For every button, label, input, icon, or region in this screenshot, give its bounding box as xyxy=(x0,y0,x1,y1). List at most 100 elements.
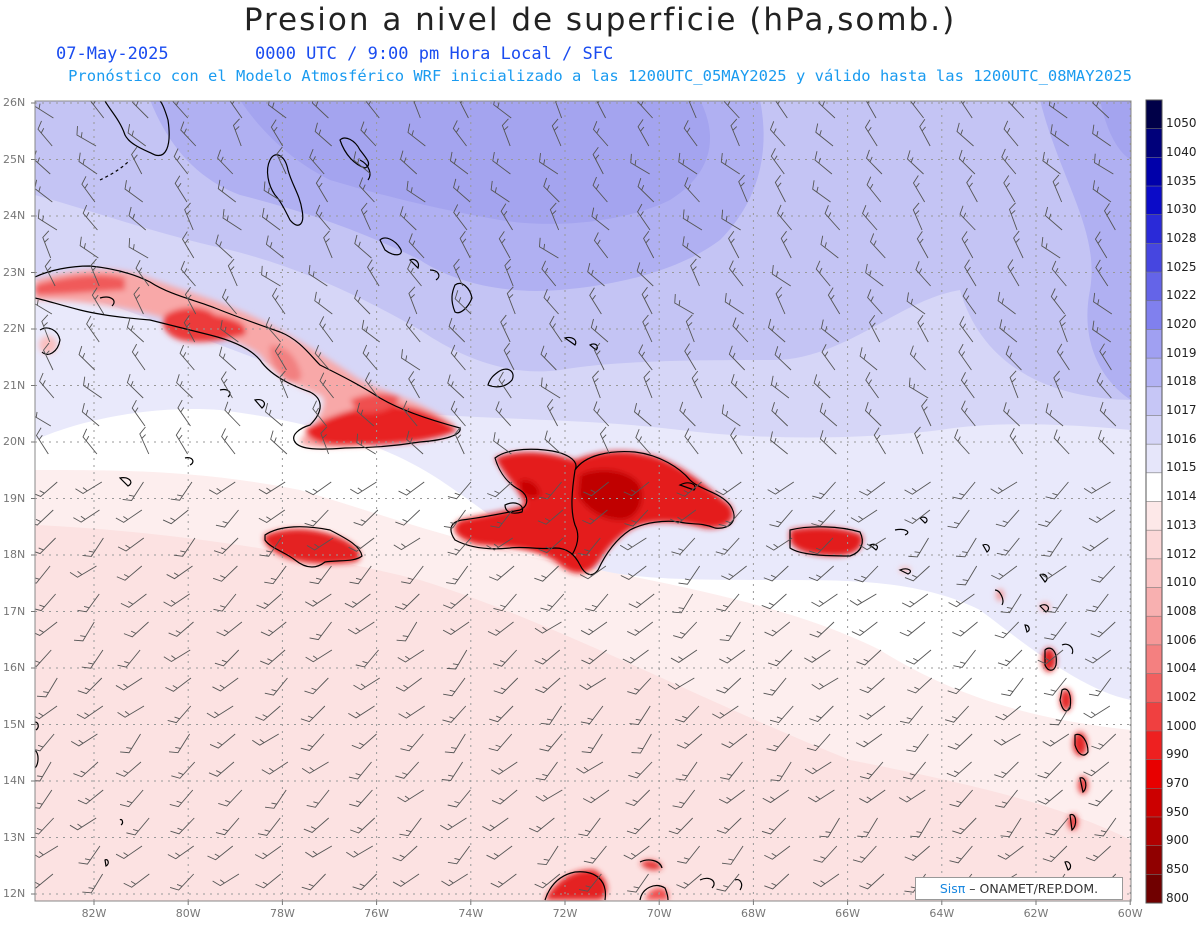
wind-barb xyxy=(761,817,787,835)
wind-barb xyxy=(768,318,786,343)
wind-barb xyxy=(994,621,1019,639)
wind-barb xyxy=(490,761,518,775)
wind-barb xyxy=(303,817,330,833)
wind-barb xyxy=(1040,565,1067,579)
wind-barb xyxy=(809,705,834,723)
wind-barb xyxy=(857,817,878,838)
wind-barb xyxy=(1045,403,1064,427)
wind-barb xyxy=(257,817,281,836)
wind-barb xyxy=(1013,230,1024,259)
wind-barb xyxy=(447,374,465,399)
colorbar-segment xyxy=(1146,444,1162,474)
wind-barb xyxy=(592,120,609,147)
wind-barb xyxy=(176,374,193,399)
wind-barb xyxy=(1042,151,1061,175)
wind-barb xyxy=(306,537,334,551)
wind-barb xyxy=(780,230,792,259)
wind-barb xyxy=(637,119,650,147)
lat-label: 25N xyxy=(3,152,26,166)
wind-barb xyxy=(716,677,742,694)
wind-barb xyxy=(719,649,746,664)
colorbar-label: 850 xyxy=(1166,861,1189,876)
wind-barb xyxy=(264,677,288,696)
wind-barb xyxy=(546,398,558,427)
wind-barb xyxy=(819,402,838,427)
wind-barb xyxy=(82,873,104,894)
colorbar-segment xyxy=(1146,272,1162,302)
wind-barb xyxy=(866,176,882,203)
wind-barb xyxy=(587,263,605,287)
wind-barb xyxy=(854,565,879,583)
wind-barb xyxy=(906,292,926,315)
wind-barb xyxy=(348,705,375,719)
wind-barb xyxy=(501,118,511,147)
wind-barb xyxy=(221,288,237,315)
wind-barb xyxy=(398,705,425,719)
wind-barb xyxy=(859,677,885,694)
wind-barb xyxy=(398,481,425,496)
wind-barb xyxy=(131,343,146,371)
wind-barb xyxy=(868,314,881,343)
wind-barb xyxy=(627,677,652,695)
wind-barb xyxy=(308,264,328,287)
wind-barb xyxy=(721,845,744,865)
wind-barb xyxy=(812,481,836,499)
wind-barb xyxy=(77,593,100,613)
wind-barb xyxy=(447,537,472,556)
wind-barb xyxy=(720,153,740,175)
wind-barb xyxy=(543,289,559,315)
wind-barb xyxy=(271,287,286,315)
wind-barb xyxy=(539,237,559,259)
colorbar-segment xyxy=(1146,730,1162,761)
wind-barb xyxy=(498,231,511,259)
wind-barb xyxy=(163,593,190,607)
lon-label: 72W xyxy=(552,907,578,920)
wind-barb xyxy=(1041,537,1063,557)
wind-barb xyxy=(1042,733,1070,747)
wind-barb xyxy=(486,537,513,551)
colorbar-segment xyxy=(1146,788,1162,818)
wind-barb xyxy=(589,287,602,315)
wind-barb xyxy=(690,258,700,287)
wind-barb xyxy=(593,401,610,427)
wind-barb xyxy=(899,705,923,724)
wind-barb xyxy=(1001,148,1017,175)
wind-barb xyxy=(730,427,743,455)
colorbar-label: 1040 xyxy=(1166,145,1197,160)
wind-barb xyxy=(392,845,418,862)
wind-barb xyxy=(676,873,702,889)
colorbar-segment xyxy=(1146,214,1162,244)
wind-barb xyxy=(859,481,886,496)
colorbar-label: 1025 xyxy=(1166,259,1197,274)
wind-barb xyxy=(443,509,466,529)
wind-barb xyxy=(449,151,469,175)
colorbar-segment xyxy=(1146,329,1162,359)
wind-barb xyxy=(126,318,145,343)
wind-barb xyxy=(305,481,332,496)
wind-barb xyxy=(82,428,98,455)
wind-barb xyxy=(453,258,464,287)
wind-barb xyxy=(901,593,929,608)
wind-barb xyxy=(503,342,515,371)
lat-label: 26N xyxy=(3,96,26,109)
wind-barb xyxy=(1086,593,1109,612)
wind-barb xyxy=(79,236,99,259)
wind-barb xyxy=(1088,789,1113,807)
wind-barb xyxy=(761,593,787,610)
wind-barb xyxy=(767,481,795,495)
wind-barb xyxy=(255,705,281,721)
wind-barb xyxy=(674,294,695,315)
wind-barb xyxy=(956,565,978,586)
colorbar-label: 1012 xyxy=(1166,546,1197,561)
wind-barb xyxy=(961,400,976,427)
wind-barb xyxy=(859,347,878,371)
wind-barb xyxy=(41,314,51,343)
wind-barb xyxy=(117,705,145,718)
wind-barb xyxy=(453,178,471,203)
wind-barb xyxy=(865,371,879,399)
colorbar-label: 1002 xyxy=(1166,689,1197,704)
wind-barb xyxy=(69,817,97,831)
wind-barb xyxy=(123,873,150,888)
wind-barb xyxy=(169,733,190,754)
wind-barb xyxy=(667,677,695,690)
